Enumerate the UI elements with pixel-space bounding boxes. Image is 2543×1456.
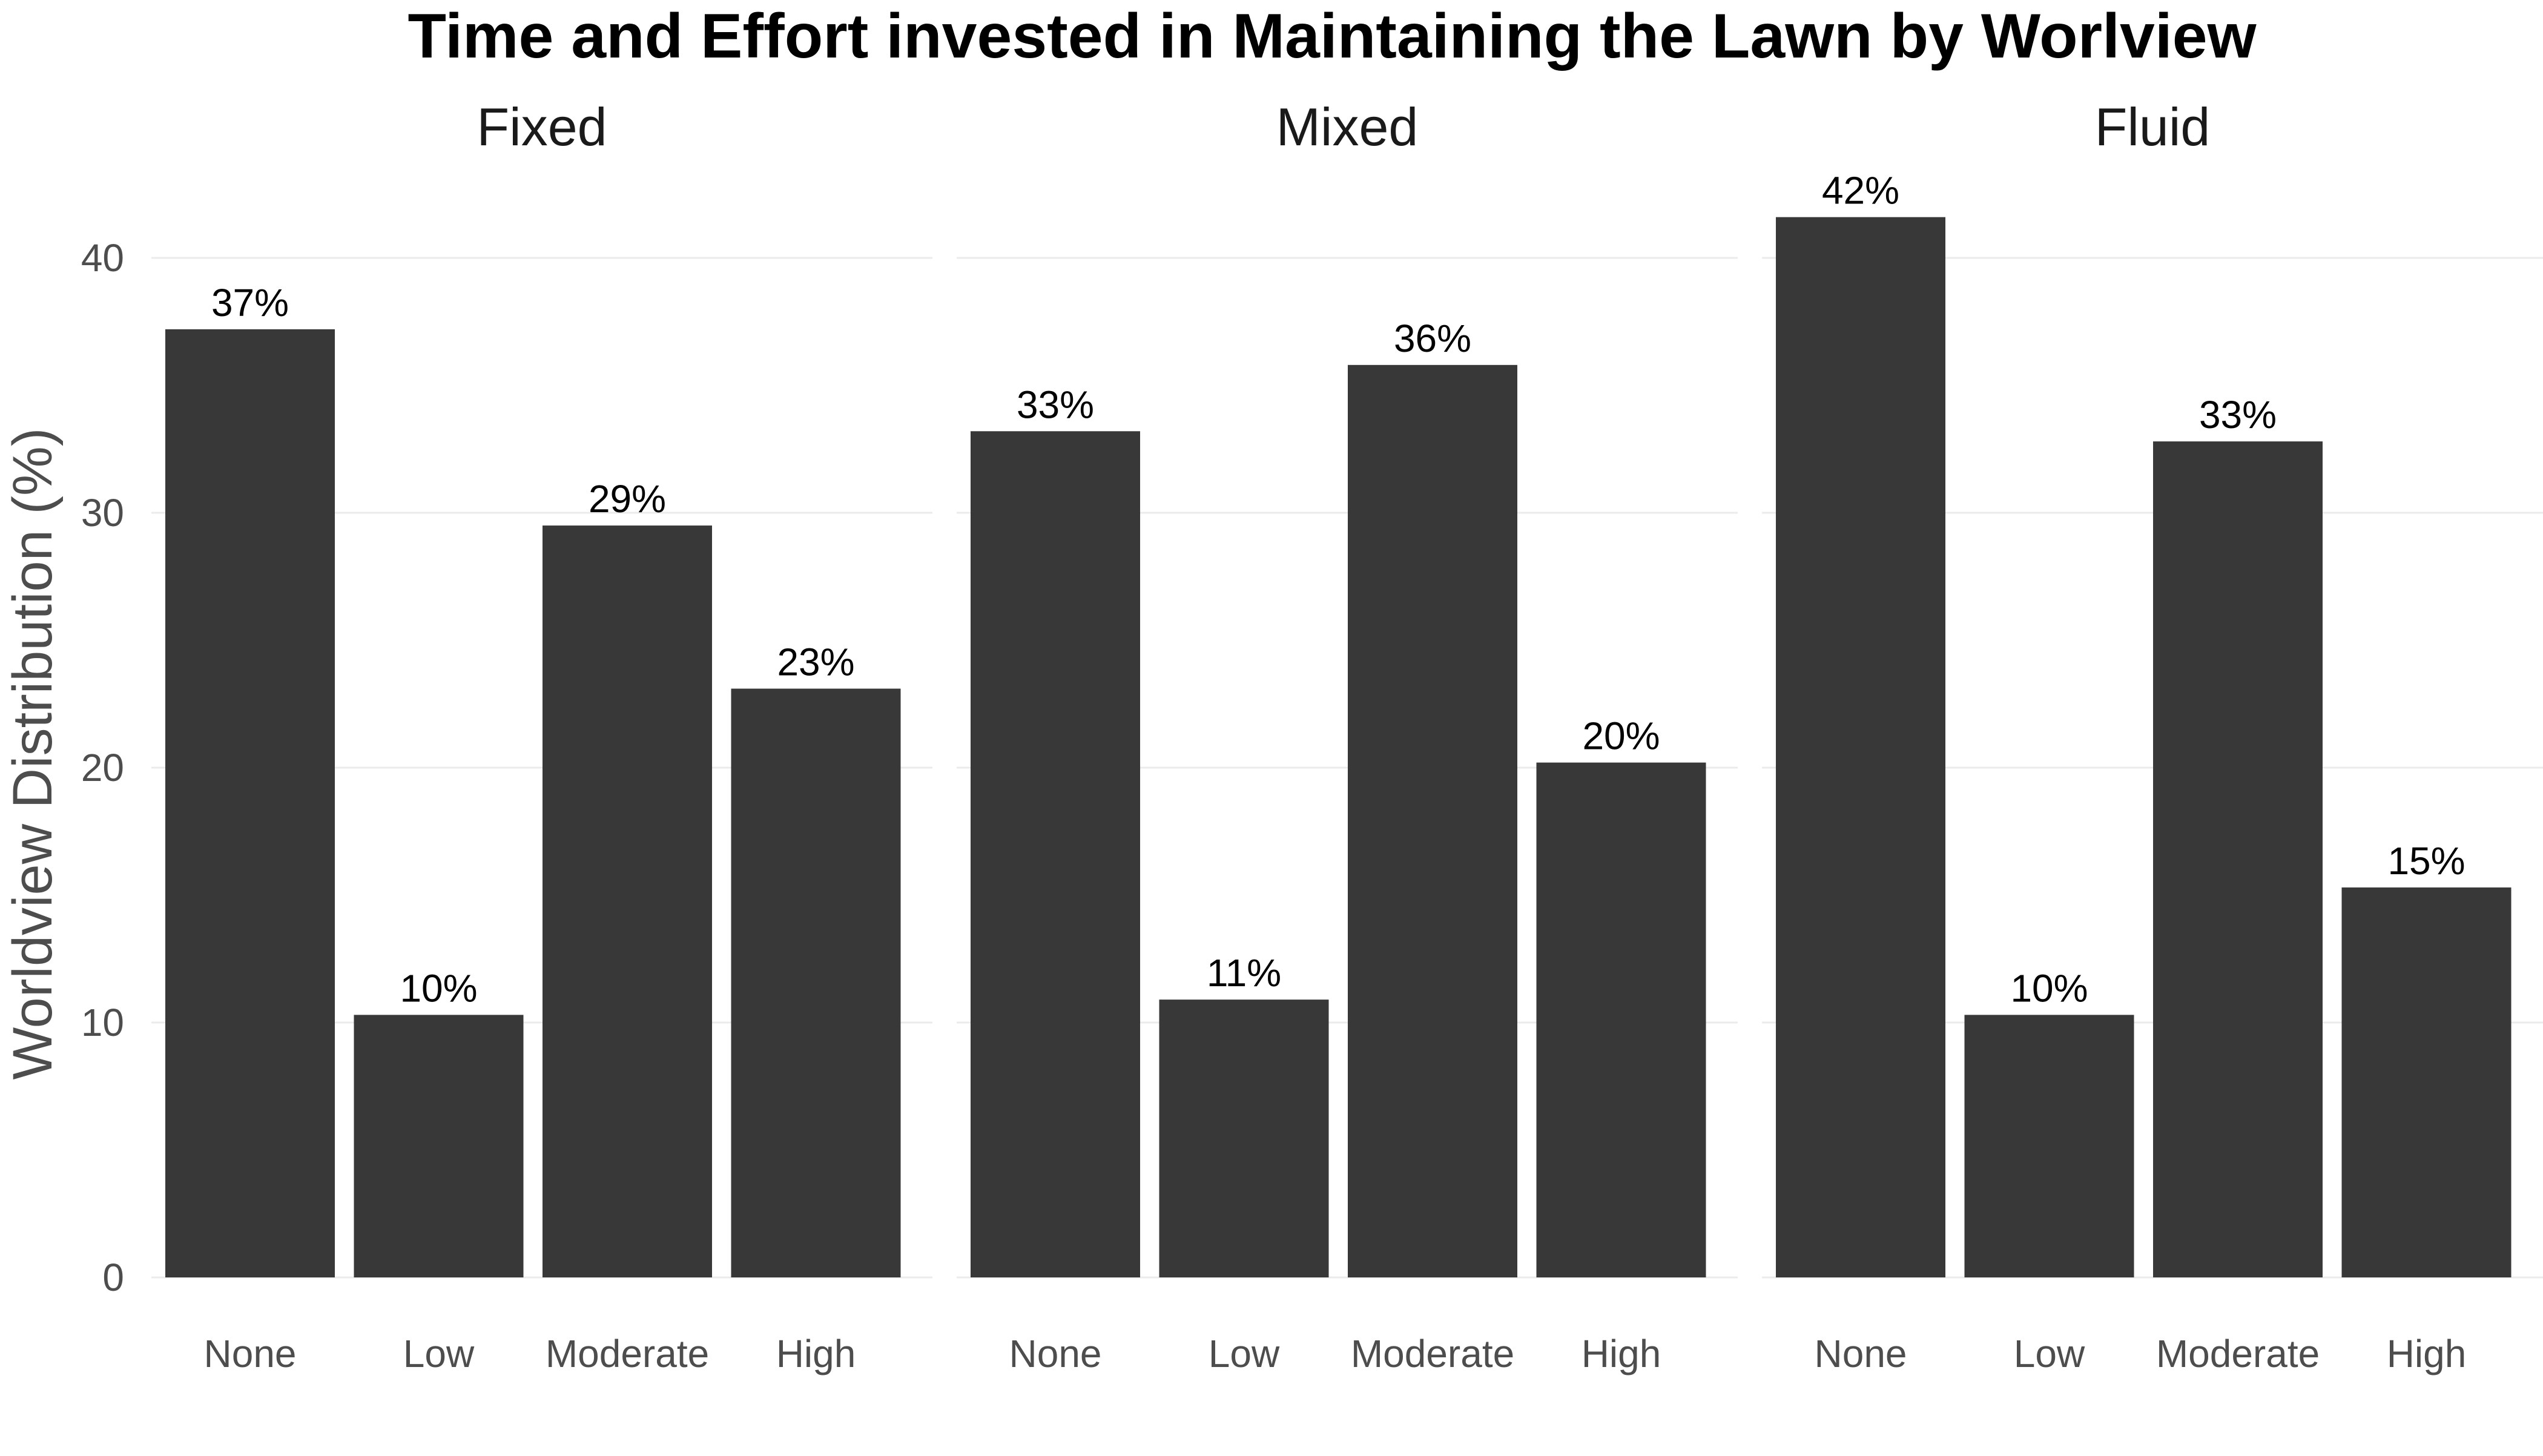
- x-tick-label-mixed-moderate: Moderate: [1351, 1332, 1514, 1375]
- bar-fluid-low: [1964, 1015, 2134, 1277]
- bar-fluid-high: [2341, 887, 2512, 1277]
- facet-panel-mixed: Mixed 33% None 11% Low 36% Moderate 20% High: [957, 97, 1738, 1375]
- data-label-fixed-low: 10%: [400, 966, 477, 1010]
- data-label-fixed-none: 37%: [211, 281, 289, 324]
- data-label-mixed-moderate: 36%: [1394, 317, 1471, 360]
- bar-fixed-moderate: [543, 525, 712, 1277]
- y-tick-label-40: 40: [81, 236, 124, 280]
- facet-title-fixed: Fixed: [477, 97, 607, 157]
- bar-mixed-none: [971, 431, 1140, 1277]
- plot-area: Fixed37%None10%Low29%Moderate23%HighMixe…: [81, 97, 2543, 1375]
- x-tick-label-fixed-none: None: [204, 1332, 297, 1375]
- data-label-fluid-high: 15%: [2387, 839, 2465, 883]
- y-tick-label-20: 20: [81, 746, 124, 789]
- x-tick-label-fluid-low: Low: [2014, 1332, 2085, 1375]
- y-tick-label-10: 10: [81, 1001, 124, 1044]
- x-tick-label-fixed-low: Low: [403, 1332, 475, 1375]
- x-tick-label-mixed-none: None: [1009, 1332, 1102, 1375]
- x-tick-label-fluid-moderate: Moderate: [2156, 1332, 2320, 1375]
- bar-fixed-high: [731, 688, 901, 1277]
- data-label-mixed-low: 11%: [1207, 951, 1281, 995]
- x-tick-label-mixed-high: High: [1582, 1332, 1661, 1375]
- facet-panel-fluid: Fluid 42% None 10% Low 33% Moderate 15% High: [1762, 97, 2543, 1375]
- bar-mixed-moderate: [1348, 364, 1517, 1277]
- data-label-fluid-none: 42%: [1822, 169, 1899, 212]
- bar-fluid-none: [1776, 217, 1945, 1277]
- bar-mixed-high: [1536, 762, 1706, 1277]
- x-tick-label-fluid-none: None: [1815, 1332, 1907, 1375]
- data-label-fixed-high: 23%: [777, 640, 854, 684]
- data-label-mixed-high: 20%: [1582, 714, 1660, 758]
- y-tick-label-0: 0: [102, 1256, 124, 1299]
- data-label-mixed-none: 33%: [1017, 383, 1094, 426]
- data-label-fixed-moderate: 29%: [589, 477, 666, 521]
- facet-title-mixed: Mixed: [1276, 97, 1419, 157]
- x-tick-label-mixed-low: Low: [1209, 1332, 1280, 1375]
- y-axis-label: Worldview Distribution (%): [2, 427, 64, 1079]
- x-tick-label-fluid-high: High: [2387, 1332, 2467, 1375]
- bar-mixed-low: [1159, 1000, 1329, 1277]
- bar-fixed-none: [165, 329, 335, 1277]
- x-tick-label-fixed-high: High: [776, 1332, 856, 1375]
- data-label-fluid-moderate: 33%: [2199, 393, 2277, 436]
- facet-panel-fixed: Fixed 37% None 10% Low 29% Moderate 23% High: [151, 97, 932, 1375]
- facet-title-fluid: Fluid: [2095, 97, 2211, 157]
- bar-fixed-low: [354, 1015, 524, 1277]
- chart-title: Time and Effort invested in Maintaining …: [408, 1, 2257, 71]
- bar-fluid-moderate: [2153, 441, 2323, 1277]
- data-label-fluid-low: 10%: [2010, 966, 2088, 1010]
- y-tick-label-30: 30: [81, 491, 124, 535]
- x-tick-label-fixed-moderate: Moderate: [546, 1332, 709, 1375]
